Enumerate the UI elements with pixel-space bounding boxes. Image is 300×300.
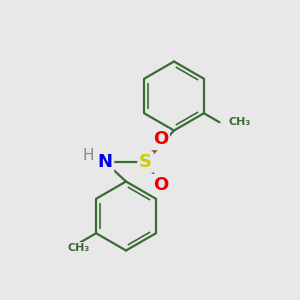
Text: N: N bbox=[98, 153, 112, 171]
Text: CH₃: CH₃ bbox=[229, 117, 251, 127]
Text: O: O bbox=[153, 130, 168, 148]
Text: O: O bbox=[153, 176, 168, 194]
Text: S: S bbox=[139, 153, 152, 171]
Text: CH₃: CH₃ bbox=[68, 243, 90, 253]
Text: H: H bbox=[83, 148, 94, 164]
